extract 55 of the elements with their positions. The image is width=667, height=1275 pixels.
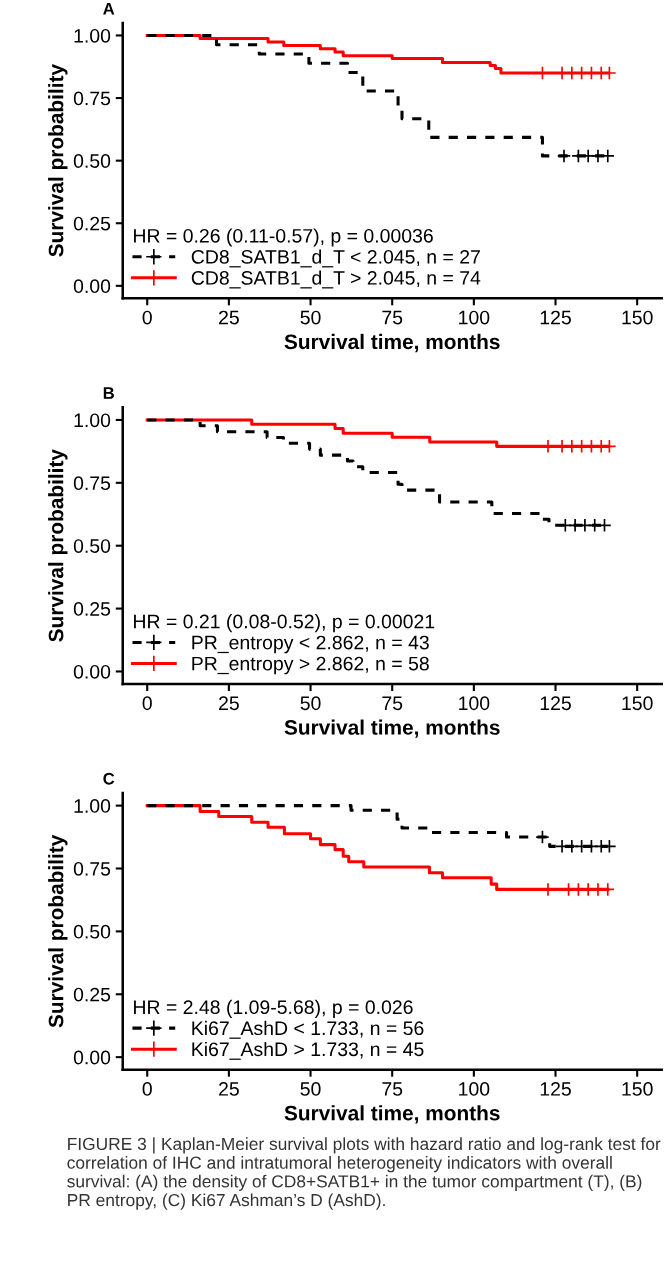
x-tick-label: 100 <box>459 310 490 325</box>
legend-label: PR_entropy < 2.862, n = 43 <box>192 635 429 654</box>
legend-title: HR = 0.26 (0.11-0.57), p = 0.00036 <box>134 228 433 247</box>
y-tick-label: 1.00 <box>74 28 111 43</box>
y-tick-label: 1.00 <box>74 413 111 428</box>
legend-label: Ki67_AshD > 1.733, n = 45 <box>192 1041 424 1060</box>
x-axis-title: Survival time, months <box>284 333 500 353</box>
x-tick-label: 25 <box>219 1082 239 1096</box>
x-axis-title: Survival time, months <box>284 719 500 738</box>
y-tick-label: 0.75 <box>73 476 111 491</box>
x-tick-label: 50 <box>300 310 321 325</box>
y-tick-label: 0.00 <box>73 664 111 679</box>
x-tick-label: 0 <box>142 1082 152 1096</box>
y-tick-label: 0.00 <box>73 279 111 294</box>
x-tick-label: 0 <box>142 310 152 325</box>
y-tick-label: 0.50 <box>73 154 111 168</box>
x-tick-label: 50 <box>300 1082 321 1096</box>
x-tick-label: 0 <box>142 696 152 711</box>
y-axis-title: Survival probability <box>48 834 68 1028</box>
legend-label: PR_entropy > 2.862, n = 58 <box>192 656 429 675</box>
x-tick-label: 25 <box>219 310 239 325</box>
y-tick-label: 0.25 <box>73 602 111 616</box>
y-axis-title: Survival probability <box>48 64 68 257</box>
y-tick-label: 0.75 <box>73 91 111 106</box>
x-tick-label: 150 <box>622 310 653 325</box>
x-tick-label: 150 <box>622 696 653 711</box>
legend-label: CD8_SATB1_d_T > 2.045, n = 74 <box>191 270 481 289</box>
caption: FIGURE 3 | Kaplan-Meier survival plots with hazard ratio and log-rank test for correlation of IHC and intratumoral heterogeneity indicators with overall survival: (A) the density of CD8+SATB1+ in the tumor compartment (T), (B) PR entropy, (C) Ki67 Ashman’s D (AshD). <box>67 1137 661 1210</box>
text: C <box>103 772 115 785</box>
x-tick-label: 75 <box>382 310 403 325</box>
x-tick-label: 100 <box>459 1082 490 1096</box>
x-tick-label: 125 <box>540 1082 571 1096</box>
x-tick-label: 25 <box>219 696 239 711</box>
y-tick-label: 0.50 <box>73 924 111 939</box>
x-axis-title: Survival time, months <box>284 1105 500 1124</box>
x-tick-label: 100 <box>459 696 490 711</box>
y-tick-label: 0.25 <box>73 216 111 231</box>
y-tick-label: 1.00 <box>74 799 111 813</box>
y-tick-label: 0.75 <box>73 861 111 876</box>
y-tick-label: 0.00 <box>73 1050 111 1065</box>
y-axis-title: Survival probability <box>48 449 68 642</box>
text: B <box>103 387 114 399</box>
legend-title: HR = 0.21 (0.08-0.52), p = 0.00021 <box>134 614 435 633</box>
x-tick-label: 75 <box>382 696 403 711</box>
legend-label: CD8_SATB1_d_T < 2.045, n = 27 <box>191 249 480 268</box>
text: A <box>103 2 115 15</box>
x-tick-label: 125 <box>540 310 571 325</box>
legend-title: HR = 2.48 (1.09-5.68), p = 0.026 <box>134 999 413 1018</box>
y-tick-label: 0.50 <box>73 539 111 553</box>
y-tick-label: 0.25 <box>73 987 111 1002</box>
x-tick-label: 75 <box>382 1082 403 1096</box>
x-tick-label: 125 <box>540 696 571 711</box>
x-tick-label: 50 <box>300 696 321 711</box>
legend-label: Ki67_AshD < 1.733, n = 56 <box>192 1020 424 1039</box>
x-tick-label: 150 <box>622 1082 653 1096</box>
